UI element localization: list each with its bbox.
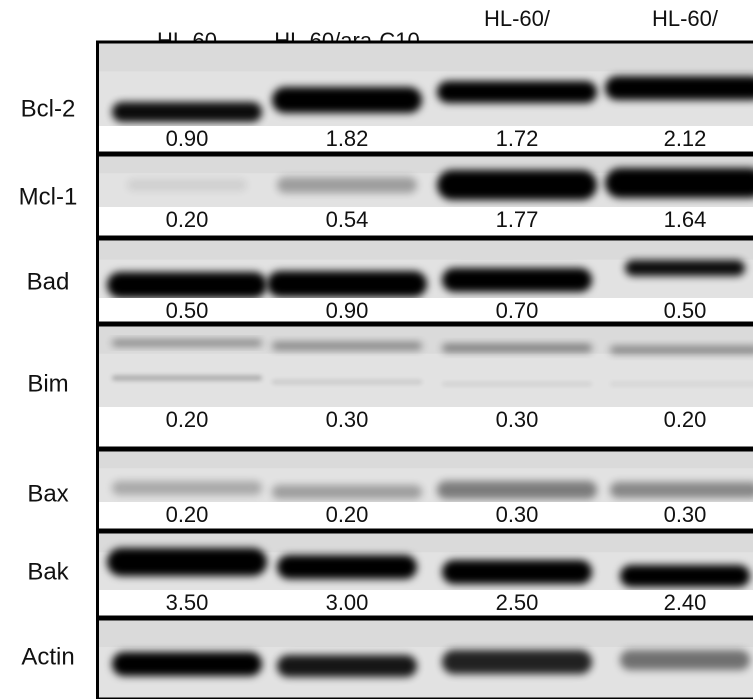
band (620, 650, 750, 670)
band (610, 482, 753, 498)
value-label: 1.82 (326, 126, 369, 151)
value-label: 0.30 (664, 502, 707, 527)
row-label: Actin (21, 643, 74, 670)
band (437, 481, 597, 499)
value-label: 0.50 (166, 298, 209, 323)
membrane-shade (96, 239, 753, 260)
value-label: 0.20 (664, 407, 707, 432)
row-label: Bim (27, 370, 68, 397)
row-label: Bad (27, 268, 70, 295)
value-label: 2.40 (664, 590, 707, 615)
value-label: 1.64 (664, 207, 707, 232)
band (112, 376, 262, 381)
value-label: 0.20 (326, 502, 369, 527)
value-label: 2.50 (496, 590, 539, 615)
row-label: Mcl-1 (19, 183, 78, 210)
band (605, 76, 753, 100)
value-label: 0.50 (664, 298, 707, 323)
value-label: 0.90 (326, 298, 369, 323)
band (605, 168, 753, 198)
band (107, 272, 267, 298)
band (625, 260, 745, 276)
band (442, 560, 592, 584)
column-header: HL-60/ (652, 6, 719, 31)
value-label: 3.00 (326, 590, 369, 615)
band (442, 650, 592, 674)
row-label: Bax (27, 480, 68, 507)
band (267, 271, 427, 297)
value-label: 2.12 (664, 126, 707, 151)
row-label: Bcl-2 (21, 95, 76, 122)
band (610, 346, 753, 354)
value-label: 0.20 (166, 207, 209, 232)
band (277, 655, 417, 677)
value-label: 1.72 (496, 126, 539, 151)
value-label: 0.30 (496, 502, 539, 527)
value-label: 0.20 (166, 407, 209, 432)
value-label: 0.70 (496, 298, 539, 323)
band (112, 102, 262, 122)
column-header: HL-60/ (484, 6, 551, 31)
band (112, 652, 262, 676)
band (620, 565, 750, 587)
membrane-shade (96, 450, 753, 468)
value-label: 0.20 (166, 502, 209, 527)
value-label: 3.50 (166, 590, 209, 615)
band (442, 344, 592, 352)
band (277, 555, 417, 579)
band (442, 382, 592, 386)
blot-figure: HL-60HL-60/ara-C10HL-60/CAFdA4HL-60/CAFd… (0, 0, 753, 699)
row-label: Bak (27, 558, 69, 585)
value-label: 0.90 (166, 126, 209, 151)
value-label: 0.54 (326, 207, 369, 232)
membrane-shade (96, 42, 753, 71)
blot-panel (96, 619, 753, 699)
value-label: 0.30 (496, 407, 539, 432)
band (127, 179, 247, 191)
band (442, 268, 592, 292)
band (437, 81, 597, 103)
membrane-shade (96, 619, 753, 647)
band (112, 481, 262, 495)
band (277, 177, 417, 193)
band (610, 382, 753, 386)
band (107, 548, 267, 576)
band (272, 342, 422, 350)
band (272, 380, 422, 384)
band (272, 87, 422, 113)
band (272, 485, 422, 499)
value-label: 1.77 (496, 207, 539, 232)
value-label: 0.30 (326, 407, 369, 432)
band (437, 170, 597, 200)
band (112, 340, 262, 346)
